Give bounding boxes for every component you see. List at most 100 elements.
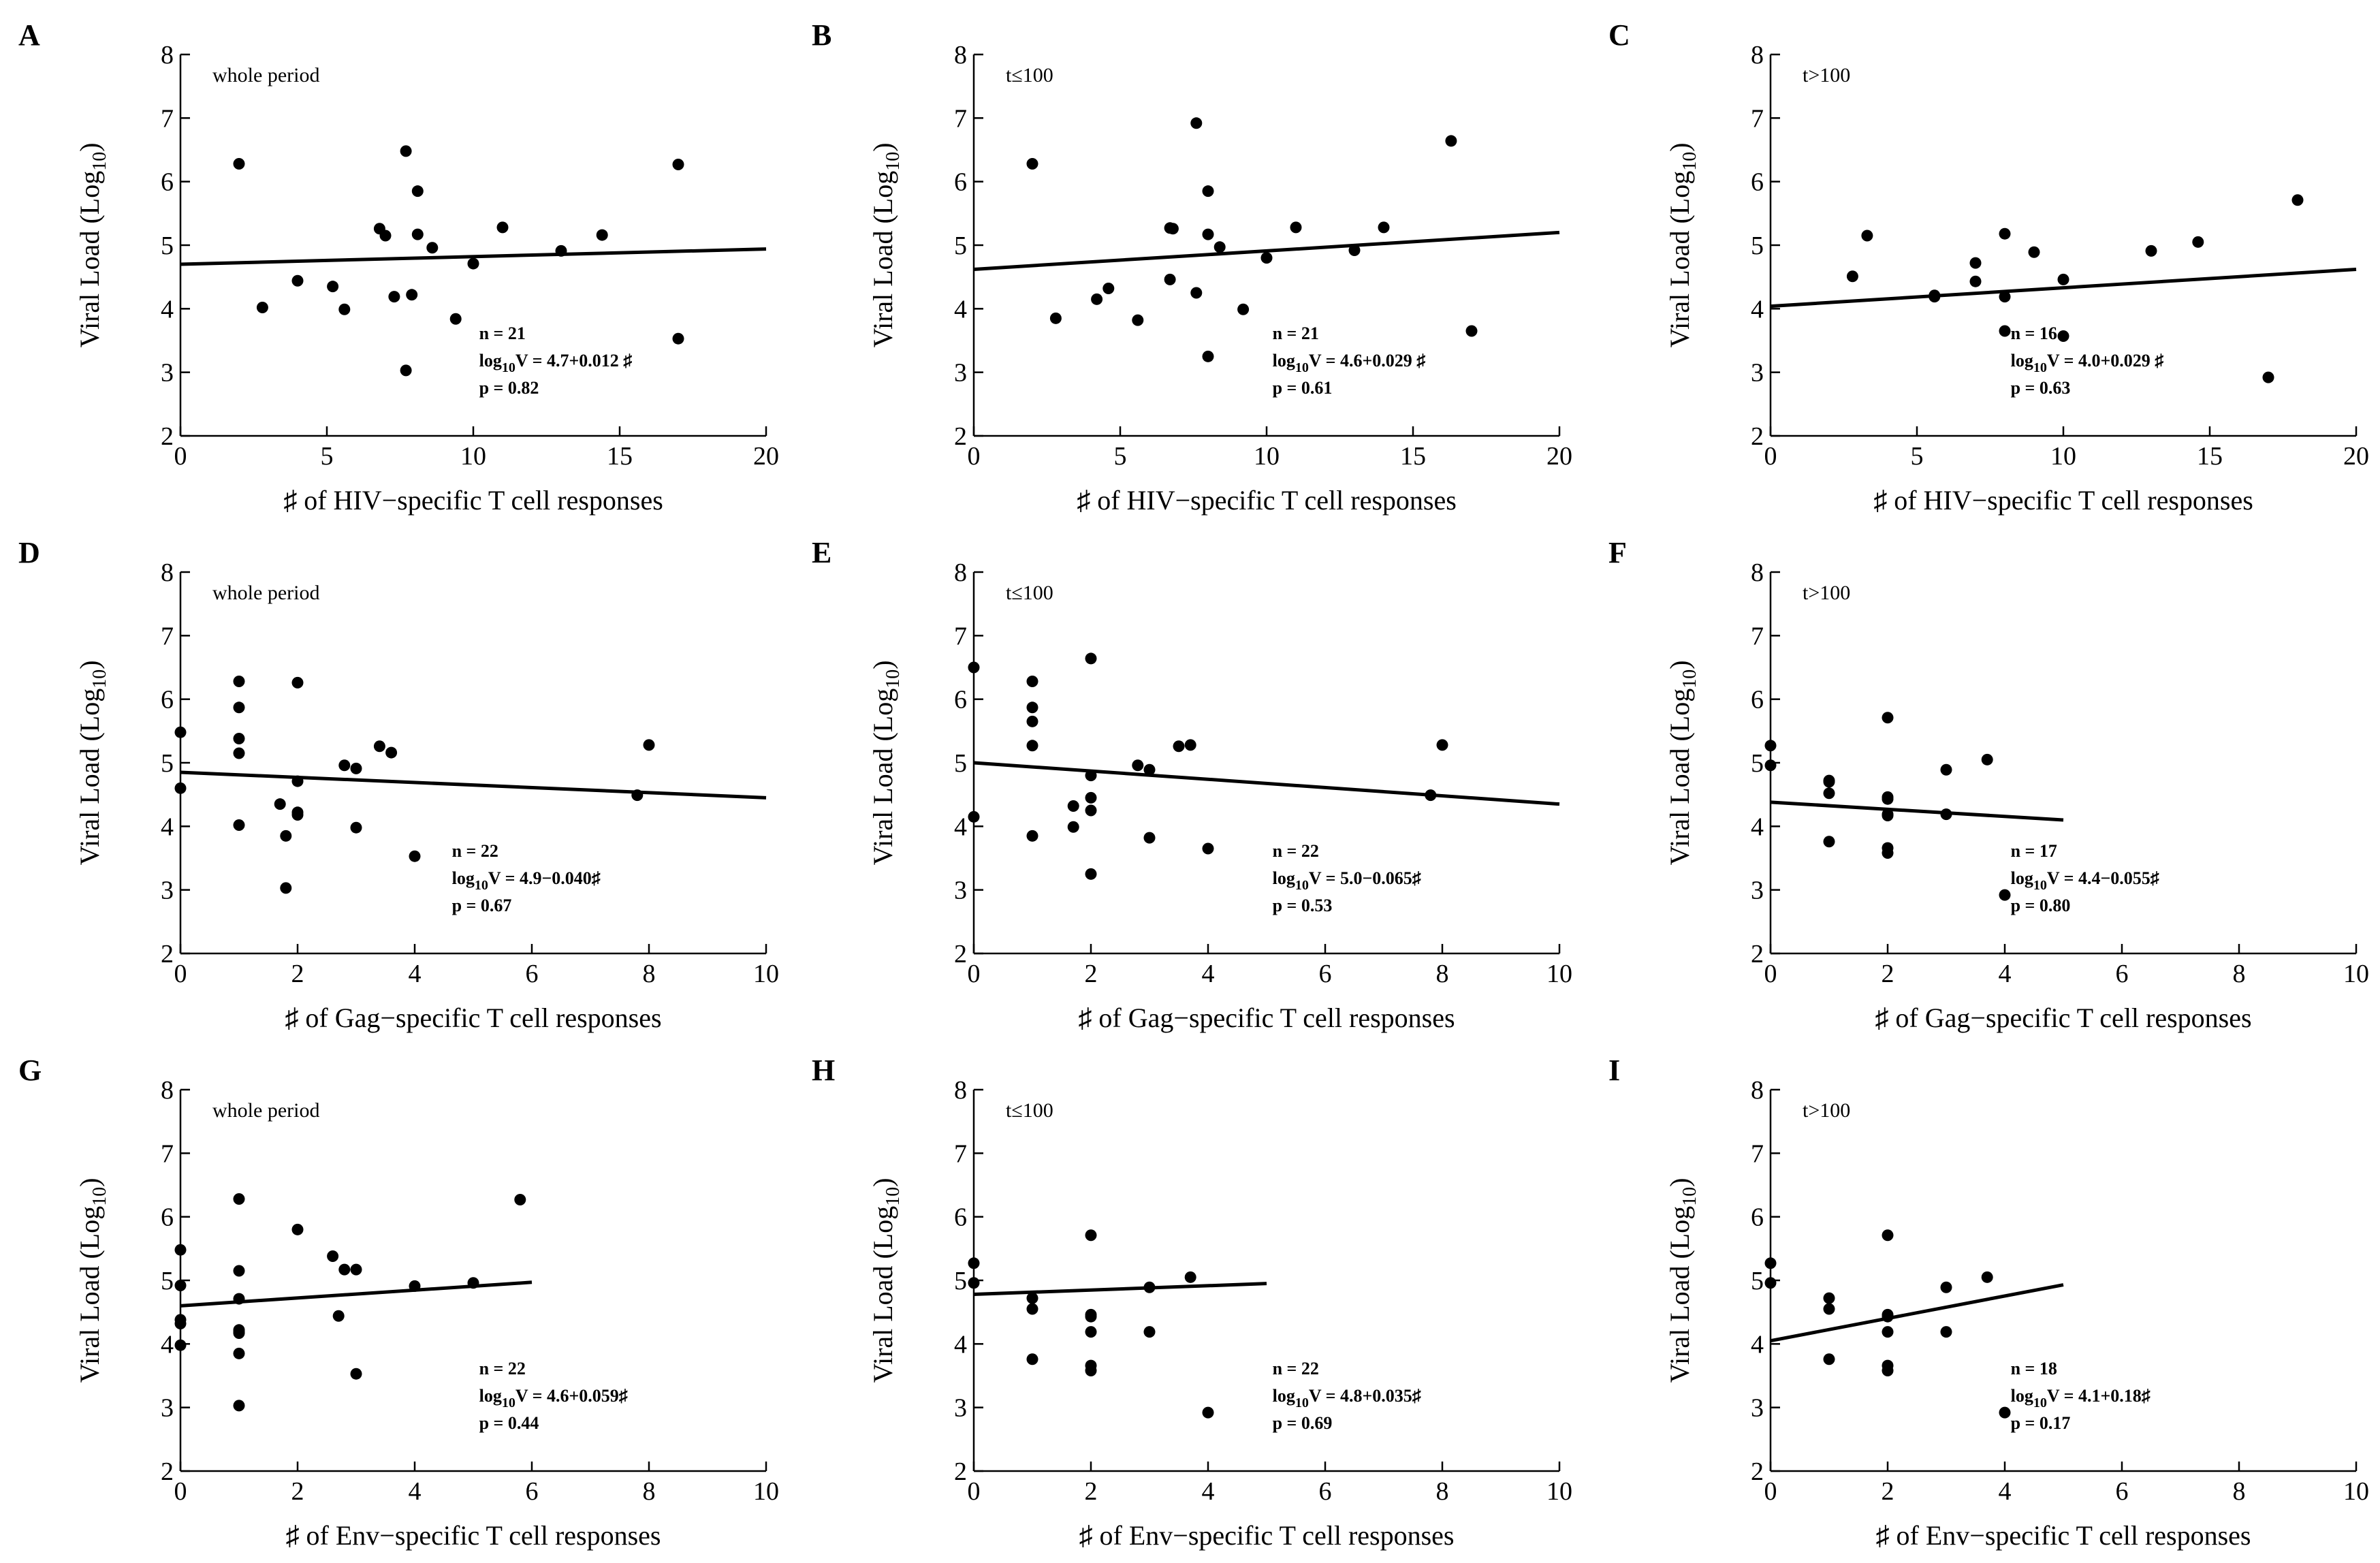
- panel-h-y-label-sub: 10: [883, 1187, 904, 1206]
- panel-a-point: [555, 244, 567, 257]
- panel-a-y-tick-label: 6: [161, 168, 174, 197]
- panel-d-point: [291, 775, 304, 787]
- panel-f-letter: F: [1608, 536, 1627, 569]
- panel-d-x-tick-label: 2: [291, 960, 304, 988]
- panel-c-point: [1999, 227, 2011, 240]
- panel-h-y-tick-label: 7: [954, 1139, 967, 1168]
- panel-d-point: [174, 726, 187, 738]
- panel-b-x-tick-label: 10: [1254, 442, 1280, 471]
- panel-e-point: [968, 661, 980, 674]
- panel-i-letter: I: [1608, 1054, 1620, 1087]
- panel-f-point: [1764, 740, 1777, 752]
- panel-f-y-tick-label: 6: [1751, 686, 1764, 714]
- panel-b-point: [1202, 350, 1214, 362]
- panel-h-fit-line: [973, 1282, 1267, 1297]
- panel-a-stat-eq-prefix: log: [479, 351, 502, 370]
- panel-b-point: [1290, 221, 1302, 234]
- panel-i-point: [1823, 1303, 1835, 1315]
- panel-i-stat-equation: log10V = 4.1+0.18♯: [2011, 1386, 2151, 1410]
- panel-d-x-tick-label: 8: [643, 960, 656, 988]
- panel-g-x-tick-label: 6: [526, 1477, 539, 1506]
- panel-b-fit-line: [973, 230, 1560, 271]
- panel-d-point: [385, 746, 398, 759]
- panel-a-y-tick-label: 5: [161, 232, 174, 260]
- panel-d-x-tick-label: 10: [753, 960, 779, 988]
- panel-h-point: [1085, 1229, 1097, 1242]
- panel-h-y-label: Viral Load (Log10): [868, 1178, 904, 1383]
- panel-h-stat-n: n = 22: [1273, 1359, 1319, 1378]
- panel-i-y-tick-label: 8: [1751, 1076, 1764, 1105]
- panel-b-point: [1348, 244, 1361, 256]
- panel-c-stat-p: p = 0.63: [2011, 378, 2071, 398]
- panel-a-stat-n: n = 21: [479, 323, 526, 343]
- panel-d-y-tick-label: 7: [161, 622, 174, 650]
- panel-a-letter: A: [18, 18, 40, 52]
- panel-h-point: [1085, 1365, 1097, 1377]
- panel-h-point: [1026, 1353, 1038, 1365]
- panel-e-y-label-sub: 10: [883, 669, 904, 689]
- panel-h-y-label-main: Viral Load (Log: [868, 1206, 898, 1383]
- panel-g-point: [233, 1293, 245, 1305]
- panel-h-y-tick-label: 2: [954, 1457, 967, 1486]
- panel-g-point: [350, 1263, 362, 1276]
- panel-i-x-tick-label: 10: [2343, 1477, 2369, 1506]
- panel-a-point: [400, 364, 412, 377]
- panel-c-y-tick-label: 5: [1751, 232, 1764, 260]
- panel-e-point: [1143, 832, 1156, 844]
- panel-e-y-tick-label: 4: [954, 812, 967, 841]
- panel-g-y-tick-label: 8: [161, 1076, 174, 1105]
- panel-g-point: [174, 1339, 187, 1351]
- panel-g-y-tick-label: 2: [161, 1457, 174, 1486]
- panel-b-point: [1202, 228, 1214, 240]
- panel-b-point: [1445, 135, 1457, 147]
- panel-c-point: [2145, 244, 2157, 257]
- panel-a-period: whole period: [212, 64, 319, 86]
- panel-d-y-tick-label: 6: [161, 686, 174, 714]
- panel-f-y-tick-label: 2: [1751, 940, 1764, 968]
- panel-d-y-tick-label: 8: [161, 558, 174, 587]
- panel-c-y-tick-label: 3: [1751, 359, 1764, 388]
- panel-a-point: [596, 229, 608, 241]
- panel-a-point: [338, 303, 351, 315]
- panel-h-y-tick-label: 8: [954, 1076, 967, 1105]
- panel-e-x-tick-label: 10: [1546, 960, 1572, 988]
- panel-h-point: [1026, 1292, 1038, 1304]
- panel-i-y-tick-label: 7: [1751, 1139, 1764, 1168]
- panel-a-point: [406, 289, 418, 301]
- panel-i-stat-eq-sub: 10: [2033, 1395, 2047, 1410]
- panel-c-y-tick-label: 8: [1751, 41, 1764, 69]
- panel-c-point: [2291, 194, 2304, 206]
- panel-g-y-tick-label: 7: [161, 1139, 174, 1168]
- panel-g-point: [233, 1347, 245, 1359]
- panel-f-y-label: Viral Load (Log10): [1664, 660, 1700, 865]
- panel-g-y-label: Viral Load (Log10): [74, 1178, 110, 1383]
- panel-e-x-tick-label: 8: [1436, 960, 1449, 988]
- panel-b-y-label-close: ): [868, 142, 898, 151]
- panel-b-y-label: Viral Load (Log10): [868, 142, 904, 347]
- panel-b-stat-eq-prefix: log: [1273, 351, 1295, 370]
- panel-f-point: [1823, 776, 1835, 788]
- panel-b-y-label-main: Viral Load (Log: [868, 171, 898, 348]
- panel-b-y-tick-label: 5: [954, 232, 967, 260]
- panel-e-point: [1085, 868, 1097, 880]
- panel-h-x-tick-label: 2: [1085, 1477, 1098, 1506]
- panel-g-y-tick-label: 3: [161, 1394, 174, 1423]
- panel-g-point: [350, 1368, 362, 1380]
- panel-c-stat-eq-rest: V = 4.0+0.029 ♯: [2047, 351, 2163, 370]
- panel-i-x-label: ♯ of Env−specific T cell responses: [1876, 1520, 2251, 1551]
- panel-h-point: [1085, 1310, 1097, 1323]
- panel-b-stat-equation: log10V = 4.6+0.029 ♯: [1273, 351, 1426, 375]
- panel-g-stat-eq-rest: V = 4.6+0.059♯: [515, 1386, 628, 1406]
- panel-c-point: [1969, 257, 1982, 269]
- panel-f-point: [1882, 793, 1894, 805]
- panel-b-point: [1164, 273, 1176, 285]
- panel-d-point: [233, 747, 245, 759]
- panel-f-y-tick-label: 4: [1751, 812, 1764, 841]
- panel-c-stat-eq-sub: 10: [2033, 360, 2047, 375]
- panel-g-x-tick-label: 2: [291, 1477, 304, 1506]
- panel-i-x-tick-label: 6: [2116, 1477, 2129, 1506]
- panel-d-y-label-close: ): [74, 660, 105, 669]
- panel-h-point: [1085, 1326, 1097, 1338]
- panel-a-y-tick-label: 8: [161, 41, 174, 69]
